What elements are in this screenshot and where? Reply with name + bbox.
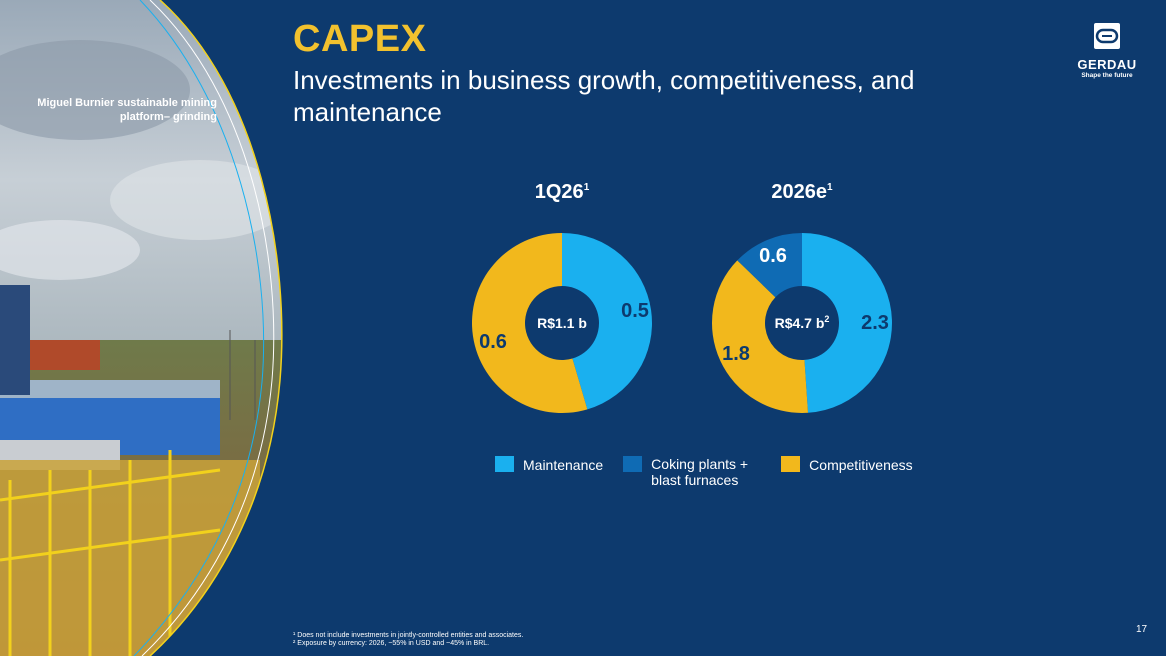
donut-chart-2: 2.3 1.8 0.6 2026e1 R$4.7 b2 [712,181,893,413]
slice-maintenance [802,233,893,413]
legend-label-competitiveness: Competitiveness [809,457,913,473]
slice-maintenance [562,233,652,410]
slice-coking-plants-blast-furnaces [737,233,802,298]
legend-item-maintenance: Maintenance [495,456,603,473]
footnotes: ¹ Does not include investments in jointl… [293,632,523,648]
slice-value-label: 0.6 [759,245,787,267]
footnote-2: ² Exposure by currency: 2026, ~55% in US… [293,640,490,647]
chart-center-total: R$4.7 b2 [775,314,830,331]
slice-competitiveness [471,233,588,413]
gerdau-logo: GERDAU Shape the future [1072,22,1142,79]
legend-swatch-maintenance [495,456,514,472]
legend-label-coking: Coking plants + blast furnaces [651,456,749,488]
slice-competitiveness [712,260,809,413]
chart-center-total: R$1.1 b [537,315,587,331]
page-title: CAPEX [293,18,427,60]
slice-value-label: 2.3 [861,312,889,334]
gerdau-logo-icon [1094,23,1120,49]
legend-item-competitiveness: Competitiveness [781,456,913,473]
legend-label-maintenance: Maintenance [523,457,604,473]
legend-item-coking: Coking plants + blast furnaces [623,456,761,488]
slice-value-label: 0.5 [621,300,649,322]
slice-value-label: 1.8 [722,343,750,365]
chart-legend: Maintenance Coking plants + blast furnac… [495,456,933,488]
footnote-1: ¹ Does not include investments in jointl… [293,632,524,639]
legend-swatch-coking [623,456,643,472]
chart-title: 1Q261 [535,181,590,203]
logo-name: GERDAU [1077,57,1137,72]
site-photo [0,0,300,656]
photo-caption: Miguel Burnier sustainable mining platfo… [37,97,217,123]
chart-title: 2026e1 [771,181,833,203]
donut-chart-1: 0.5 0.6 1Q261 R$1.1 b [471,181,652,413]
capex-donut-charts: 0.5 0.6 1Q261 R$1.1 b 2.3 1.8 0.6 2026e1 R$4.7 b… [471,181,893,413]
page-number: 17 [1136,624,1148,635]
slice-value-label: 0.6 [479,331,507,353]
page-subtitle: Investments in business growth, competit… [293,65,915,127]
legend-swatch-competitiveness [781,456,801,472]
logo-tagline: Shape the future [1081,72,1133,79]
